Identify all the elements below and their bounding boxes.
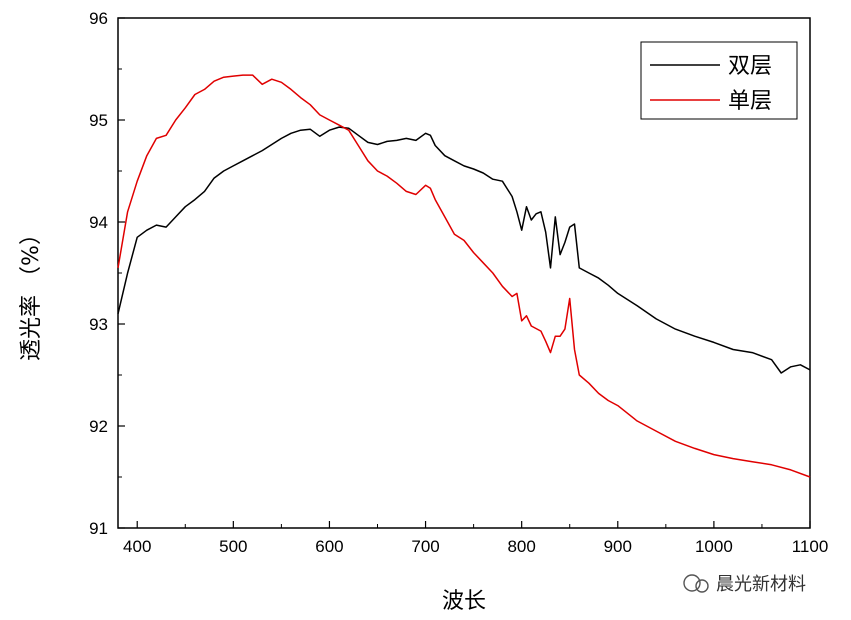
watermark-left-text: 大数跨境 (38, 595, 102, 614)
x-tick-label: 800 (507, 537, 535, 556)
y-axis-title: 透光率 （%） (19, 223, 44, 361)
x-tick-label: 1100 (792, 537, 829, 556)
axis-ticks: 400 500 600 700 800 900 1000 1100 91 92 93 94 95 96 (89, 9, 828, 556)
watermark-right-text: 晨光新材料 (716, 574, 806, 595)
series-layer (117, 74, 811, 478)
y-tick-label: 94 (89, 213, 108, 232)
y-tick-label: 93 (89, 315, 108, 334)
watermark-right: 晨光新材料 (683, 574, 806, 595)
x-tick-label: 400 (123, 537, 151, 556)
series-line-double (117, 126, 811, 374)
y-tick-label: 96 (89, 9, 108, 28)
wechat-icon (683, 574, 701, 592)
legend: 双层 单层 (640, 41, 798, 120)
watermark-left: 大数跨境 (10, 594, 102, 614)
x-tick-label: 700 (411, 537, 439, 556)
legend-box (640, 41, 798, 120)
legend-label-double: 双层 (728, 54, 772, 79)
y-tick-label: 91 (89, 519, 108, 538)
series-line-single (117, 74, 811, 478)
y-tick-label: 95 (89, 111, 108, 130)
x-tick-label: 900 (604, 537, 632, 556)
x-axis-title: 波长 (442, 589, 486, 614)
x-tick-label: 500 (219, 537, 247, 556)
y-tick-label: 92 (89, 417, 108, 436)
x-tick-label: 1000 (695, 537, 733, 556)
legend-label-single: 单层 (728, 89, 772, 114)
x-tick-label: 600 (315, 537, 343, 556)
